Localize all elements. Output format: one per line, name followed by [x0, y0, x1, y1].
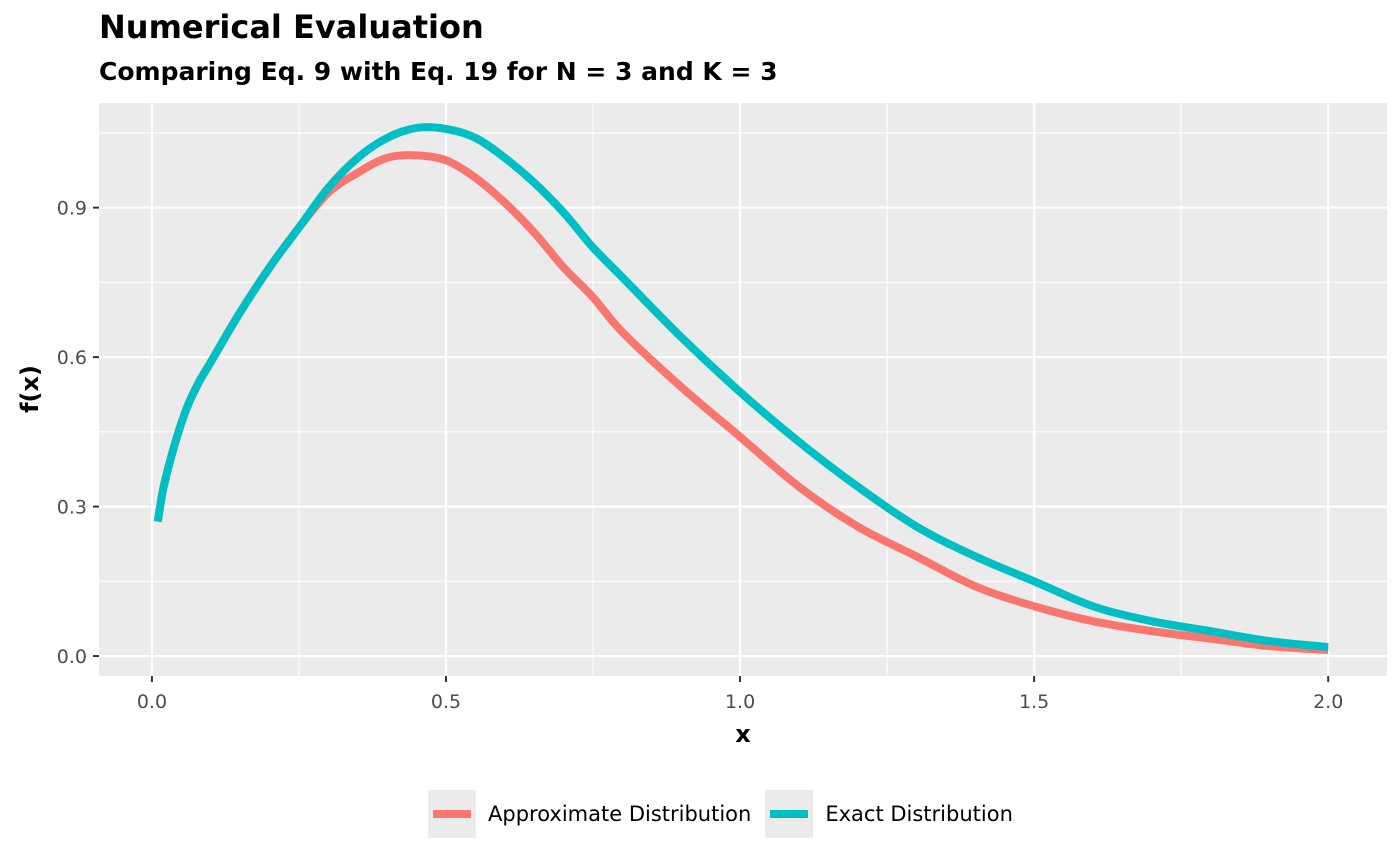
- y-axis-title: f(x): [16, 365, 44, 413]
- chart-title: Numerical Evaluation: [99, 8, 484, 46]
- exact-distribution-line: [153, 123, 1329, 652]
- legend-swatch-approximate: [433, 810, 471, 818]
- minor-gridlines: [99, 103, 1387, 676]
- chart-subtitle: Comparing Eq. 9 with Eq. 19 for N = 3 an…: [99, 57, 778, 86]
- legend-item-exact[interactable]: Exact Distribution: [765, 790, 1013, 838]
- y-tick-label: 0.0: [57, 646, 87, 668]
- y-tick-label: 0.9: [57, 198, 87, 220]
- x-tick-label: 0.5: [431, 691, 461, 713]
- legend-label-approximate: Approximate Distribution: [488, 802, 752, 826]
- y-tick-label: 0.6: [57, 347, 87, 369]
- major-gridlines: [99, 103, 1387, 676]
- legend-key-approximate: [428, 790, 476, 838]
- legend-label-exact: Exact Distribution: [825, 802, 1013, 826]
- legend-key-exact: [765, 790, 814, 838]
- x-tick-label: 2.0: [1313, 691, 1343, 713]
- series-layer: [153, 123, 1329, 655]
- legend: Approximate Distribution Exact Distribut…: [428, 790, 1027, 838]
- x-axis-title: x: [735, 720, 751, 748]
- x-tick-label: 0.0: [137, 691, 167, 713]
- y-tick-label: 0.3: [57, 497, 87, 519]
- x-tick-label: 1.0: [725, 691, 755, 713]
- x-tick-label: 1.5: [1019, 691, 1049, 713]
- legend-swatch-exact: [770, 810, 809, 818]
- axis-ticks: [93, 206, 1330, 682]
- x-tick-labels: 0.0 0.5 1.0 1.5 2.0: [137, 691, 1343, 713]
- y-tick-labels: 0.0 0.3 0.6 0.9: [57, 198, 87, 668]
- legend-item-approximate[interactable]: Approximate Distribution: [428, 790, 751, 838]
